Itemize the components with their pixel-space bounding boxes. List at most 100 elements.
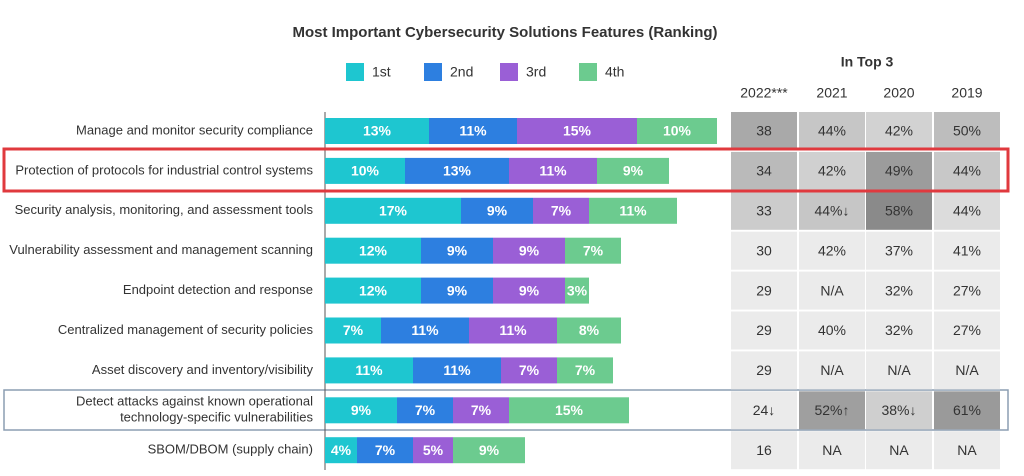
table-cell: [934, 351, 1000, 390]
table-cell: [799, 311, 865, 350]
legend-label: 4th: [605, 64, 624, 80]
table-cell: [866, 391, 932, 430]
bar-segment: [589, 197, 677, 224]
bar-segment: [453, 437, 525, 464]
column-header: 2019: [951, 85, 982, 101]
value-label: 5%: [423, 442, 444, 458]
bar-segment: [357, 437, 413, 464]
bar-segment: [461, 197, 533, 224]
table-value: 50%: [953, 123, 981, 139]
table-cell: [934, 191, 1000, 230]
chart-title: Most Important Cybersecurity Solutions F…: [292, 24, 717, 41]
bar-segment: [501, 357, 557, 384]
bar-segment: [469, 317, 557, 344]
table-cell: [866, 231, 932, 270]
table-value: NA: [957, 442, 977, 458]
table-value: N/A: [955, 362, 979, 378]
bar-segment: [565, 277, 589, 304]
table-cell: [866, 431, 932, 470]
bar-segment: [381, 317, 469, 344]
bar-segment: [325, 197, 461, 224]
value-label: 9%: [519, 282, 540, 298]
value-label: 9%: [447, 282, 468, 298]
table-value: 44%: [953, 163, 981, 179]
value-label: 15%: [555, 402, 584, 418]
table-cell: [799, 391, 865, 430]
column-header: 2022***: [740, 85, 788, 101]
table-value: 42%: [885, 123, 913, 139]
bar-segment: [413, 437, 453, 464]
category-label: Detect attacks against known operational: [76, 394, 313, 409]
bar-segment: [325, 397, 397, 424]
table-value: 42%: [818, 242, 846, 258]
table-cell: [799, 271, 865, 310]
value-label: 11%: [539, 163, 567, 179]
table-cell: [799, 231, 865, 270]
bar-segment: [325, 157, 405, 184]
value-label: 13%: [443, 163, 472, 179]
table-value: 37%: [885, 242, 913, 258]
table-cell: [934, 271, 1000, 310]
table-value: 29: [756, 322, 772, 338]
table-cell: [731, 391, 797, 430]
category-label: Centralized management of security polic…: [58, 322, 314, 337]
table-value: NA: [889, 442, 909, 458]
table-cell: [866, 191, 932, 230]
value-label: 9%: [623, 163, 644, 179]
table-title: In Top 3: [841, 54, 894, 70]
value-label: 11%: [459, 123, 487, 139]
value-label: 7%: [375, 442, 396, 458]
bar-segment: [453, 397, 509, 424]
table-value: 40%: [818, 322, 846, 338]
bar-segment: [565, 237, 621, 264]
table-cell: [934, 311, 1000, 350]
table-value: 52%↑: [814, 402, 849, 418]
table-value: 32%: [885, 282, 913, 298]
legend-swatch: [579, 63, 597, 81]
table-cell: [731, 112, 797, 150]
table-value: 29: [756, 362, 772, 378]
value-label: 10%: [351, 163, 380, 179]
bar-segment: [421, 277, 493, 304]
category-label: Vulnerability assessment and management …: [9, 242, 313, 257]
table-cell: [731, 351, 797, 390]
category-label: Protection of protocols for industrial c…: [15, 162, 313, 177]
table-cell: [731, 191, 797, 230]
value-label: 13%: [363, 123, 392, 139]
table-value: 24↓: [753, 402, 776, 418]
table-cell: [866, 351, 932, 390]
table-value: 27%: [953, 282, 981, 298]
value-label: 4%: [331, 442, 352, 458]
value-label: 12%: [359, 242, 388, 258]
value-label: 11%: [443, 362, 471, 378]
category-label: Manage and monitor security compliance: [76, 122, 313, 137]
category-label: Asset discovery and inventory/visibility: [92, 362, 314, 377]
value-label: 7%: [519, 362, 540, 378]
table-cell: [799, 151, 865, 190]
table-cell: [866, 151, 932, 190]
table-cell: [731, 231, 797, 270]
table-value: 49%: [885, 163, 913, 179]
value-label: 9%: [447, 242, 468, 258]
highlight-box: [2, 147, 1010, 193]
value-label: 9%: [351, 402, 372, 418]
bar-segment: [493, 237, 565, 264]
value-label: 11%: [355, 362, 383, 378]
table-cell: [799, 431, 865, 470]
highlight-box: [3, 389, 1009, 431]
table-value: 33: [756, 203, 772, 219]
table-cell: [866, 112, 932, 150]
bar-segment: [325, 317, 381, 344]
category-label: SBOM/DBOM (supply chain): [148, 442, 313, 457]
table-value: 38: [756, 123, 772, 139]
value-label: 9%: [519, 242, 540, 258]
table-value: 44%: [818, 123, 846, 139]
table-cell: [799, 351, 865, 390]
table-value: 34: [756, 163, 772, 179]
category-label: Endpoint detection and response: [123, 282, 313, 297]
bar-segment: [533, 197, 589, 224]
table-cell: [799, 191, 865, 230]
value-label: 7%: [343, 322, 364, 338]
value-label: 8%: [579, 322, 600, 338]
